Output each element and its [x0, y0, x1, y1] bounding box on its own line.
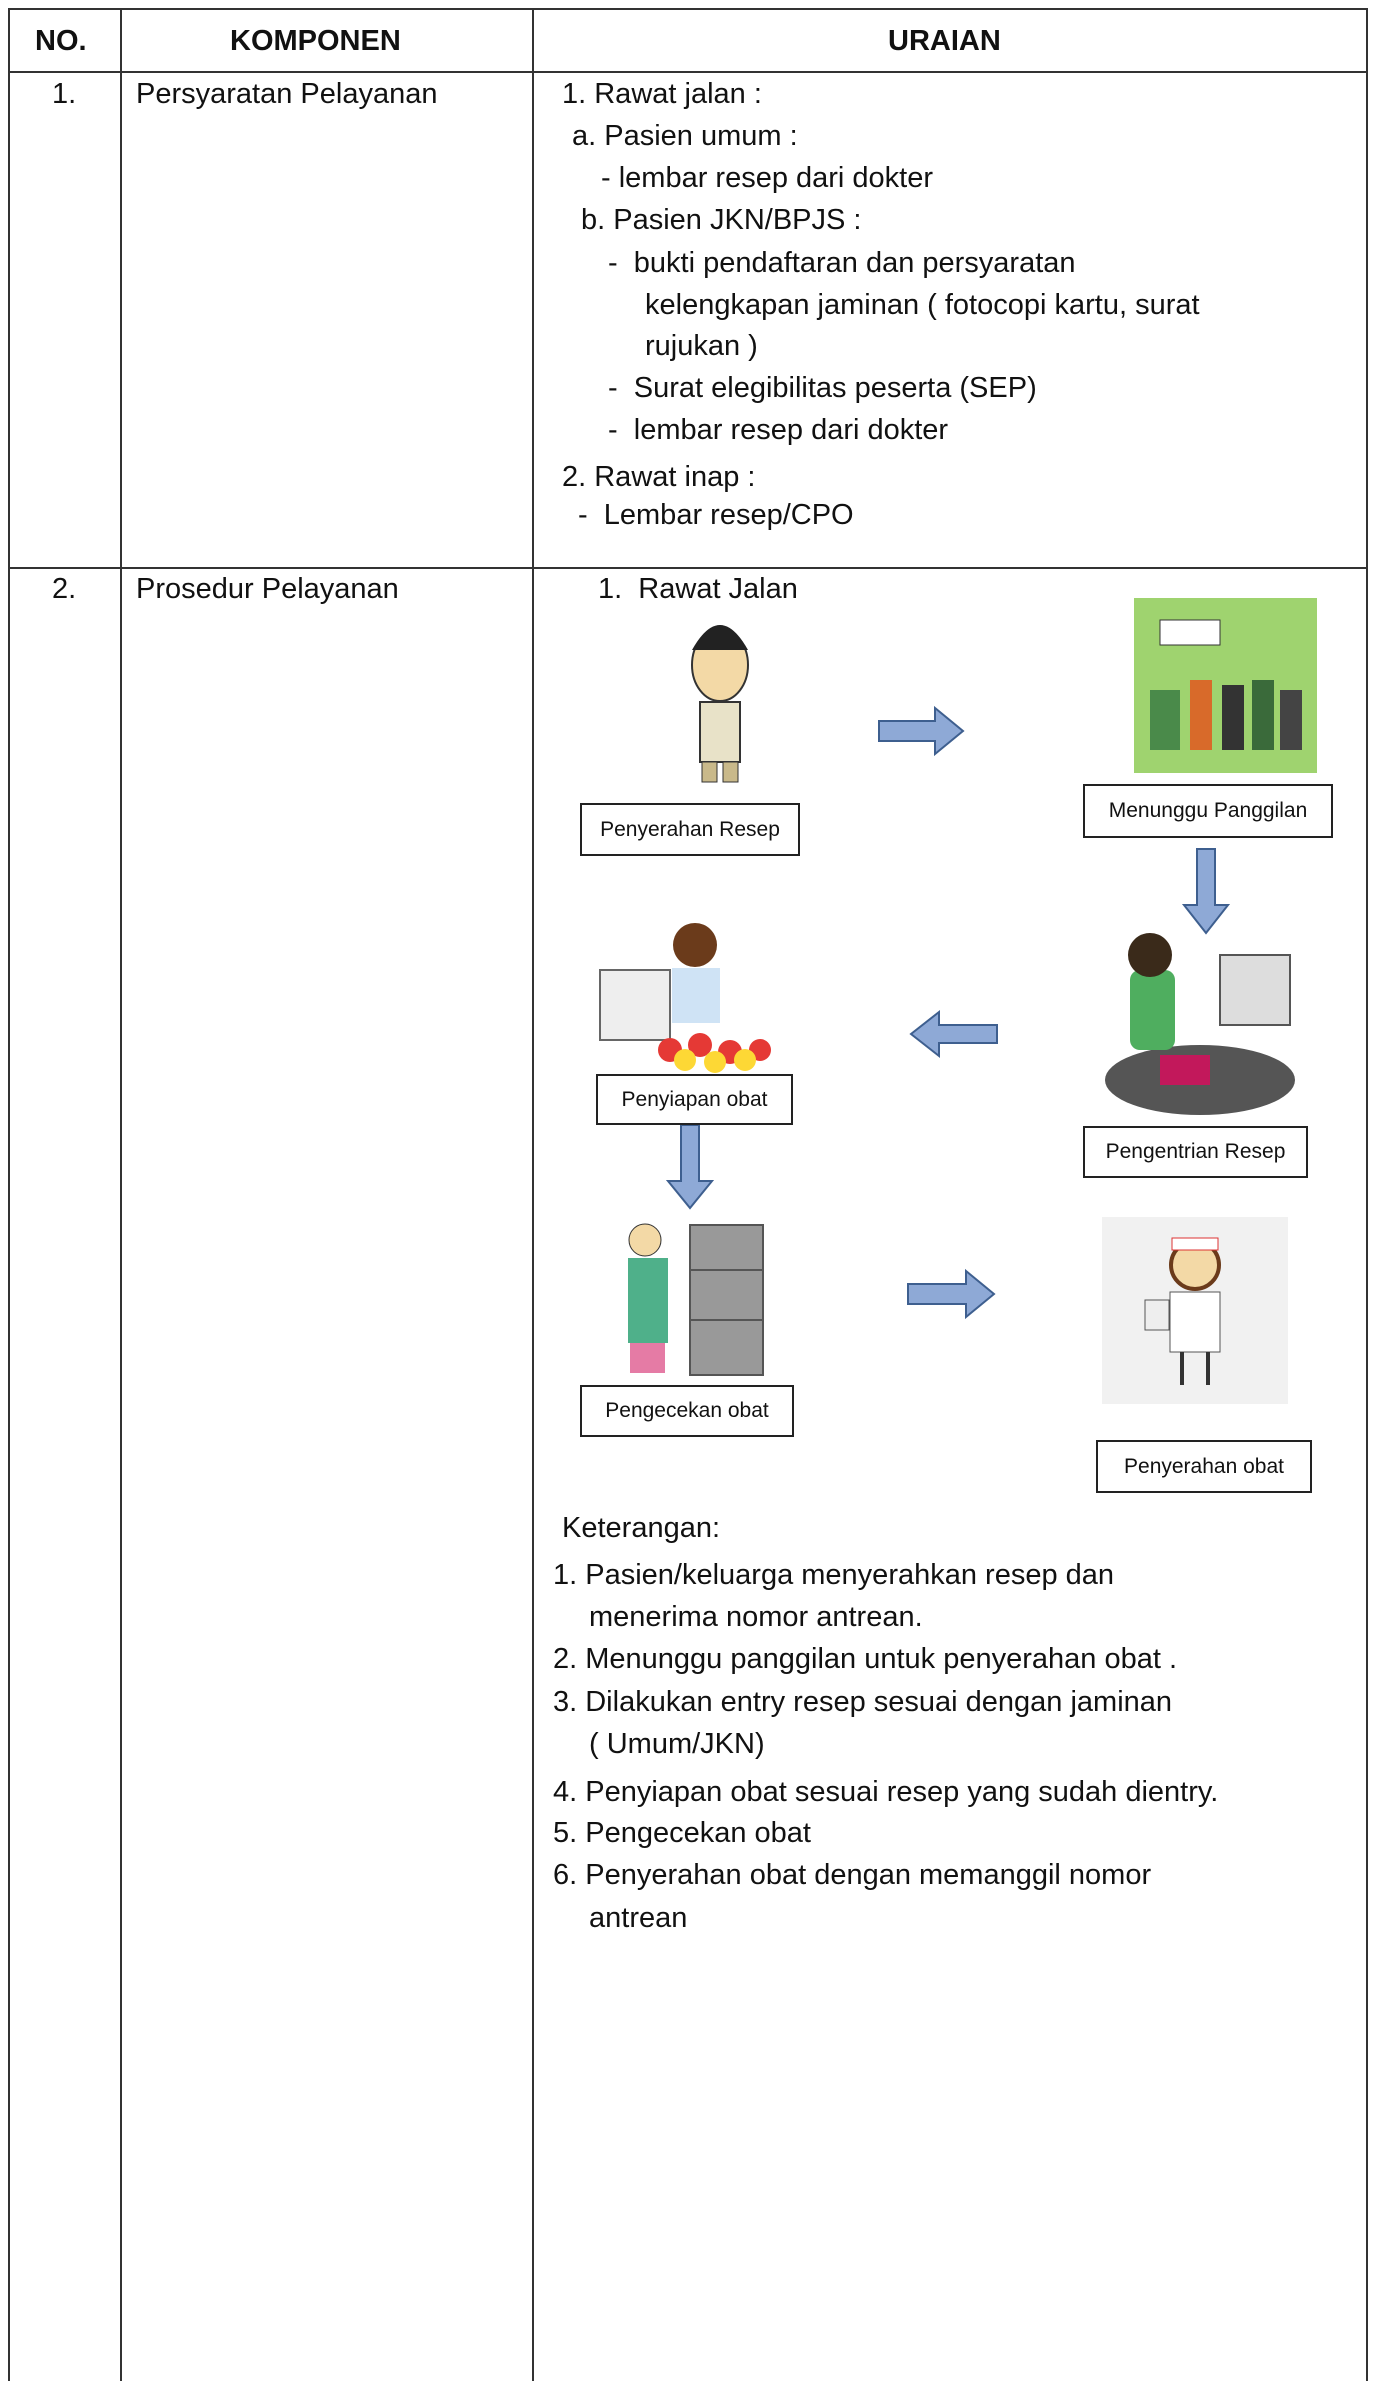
header-cell: URAIAN [888, 25, 1001, 57]
note-line: 2. Menunggu panggilan untuk penyerahan o… [553, 1643, 1177, 1675]
note-line: 5. Pengecekan obat [553, 1817, 811, 1849]
illustration [1102, 1217, 1288, 1404]
table-border [8, 71, 1368, 73]
note-line: ( Umum/JKN) [589, 1728, 765, 1760]
table-border [1366, 8, 1368, 2381]
requirement-line: - lembar resep dari dokter [608, 414, 949, 446]
note-line: 4. Penyiapan obat sesuai resep yang suda… [553, 1776, 1219, 1808]
note-line: 3. Dilakukan entry resep sesuai dengan j… [553, 1686, 1173, 1718]
table-border [120, 8, 122, 2381]
arrow [665, 705, 1231, 1320]
requirement-line: a. Pasien umum : [572, 120, 798, 152]
header-cell: NO. [35, 25, 87, 57]
requirement-line: rujukan ) [645, 330, 758, 362]
table-border [8, 8, 10, 2381]
illustration [599, 923, 771, 1073]
flow-step-label: Penyiapan obat [596, 1074, 793, 1125]
flow-step-label: Penyerahan obat [1096, 1440, 1312, 1493]
note-line: 1. Pasien/keluarga menyerahkan resep dan [553, 1559, 1115, 1591]
section-heading: 1. Rawat Jalan [598, 573, 798, 605]
illustration [1134, 598, 1317, 773]
table-border [8, 567, 1368, 569]
requirement-line: 1. Rawat jalan : [562, 78, 762, 110]
row-number: 1. [52, 78, 77, 110]
component: Persyaratan Pelayanan [136, 78, 438, 110]
flow-step-label: Penyerahan Resep [580, 803, 800, 856]
requirement-line: - lembar resep dari dokter [601, 162, 934, 194]
illustration [628, 1223, 764, 1376]
note-line: menerima nomor antrean. [589, 1601, 923, 1633]
component: Prosedur Pelayanan [136, 573, 399, 605]
illustration [691, 625, 749, 783]
requirement-line: - Lembar resep/CPO [578, 499, 854, 531]
flow-step-label: Pengentrian Resep [1083, 1126, 1308, 1178]
note-line: antrean [589, 1902, 688, 1934]
requirement-line: b. Pasien JKN/BPJS : [581, 204, 862, 236]
flow-step-label: Menunggu Panggilan [1083, 784, 1333, 838]
header-cell: KOMPONEN [230, 25, 401, 57]
requirement-line: 2. Rawat inap : [562, 461, 756, 493]
requirement-line: - Surat elegibilitas peserta (SEP) [608, 372, 1037, 404]
requirement-line: - bukti pendaftaran dan persyaratan [608, 247, 1076, 279]
table-border [8, 8, 1368, 10]
row-number: 2. [52, 573, 77, 605]
illustration [1105, 933, 1295, 1115]
flow-step-label: Pengecekan obat [580, 1385, 794, 1437]
table-border [532, 8, 534, 2381]
note-line: Keterangan: [562, 1512, 721, 1544]
requirement-line: kelengkapan jaminan ( fotocopi kartu, su… [645, 289, 1200, 321]
note-line: 6. Penyerahan obat dengan memanggil nomo… [553, 1859, 1152, 1891]
